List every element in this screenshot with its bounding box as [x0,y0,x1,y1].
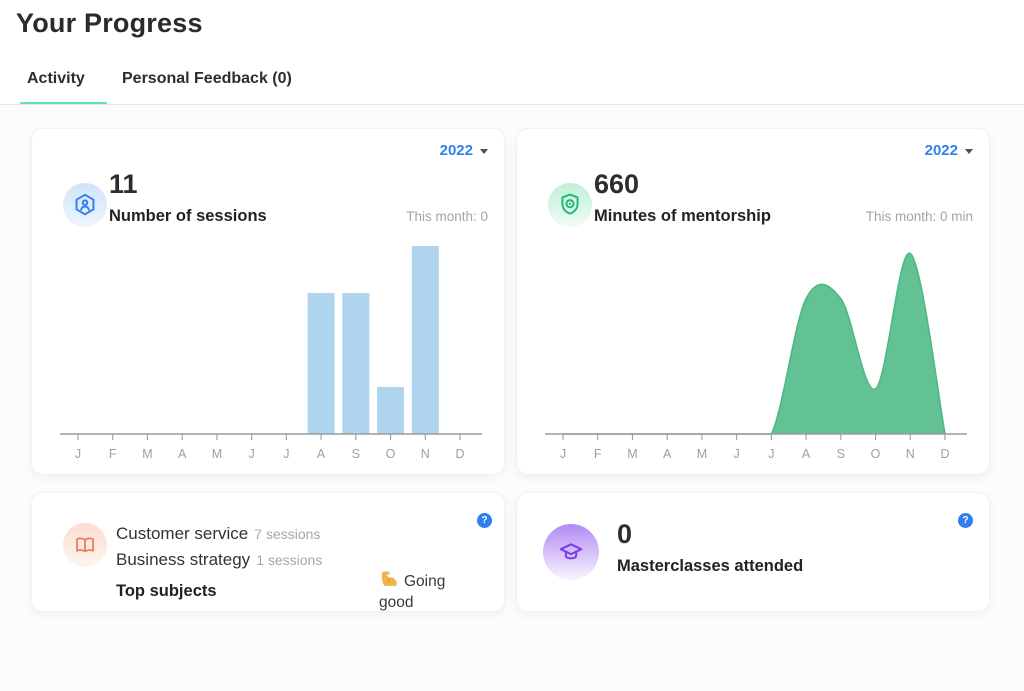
svg-text:J: J [560,447,566,461]
svg-text:M: M [627,447,637,461]
svg-text:O: O [386,447,396,461]
sessions-value: 11 [109,169,138,199]
tab-personal-feedback[interactable]: Personal Feedback (0) [122,70,292,87]
masterclasses-label: Masterclasses attended [617,557,804,575]
encouragement-note: Going good [379,569,474,613]
sessions-card: 2022 11 Number of sessions This month: 0… [31,128,505,475]
svg-text:A: A [663,447,672,461]
tab-bar: Activity Personal Feedback (0) [0,70,1024,105]
tab-activity[interactable]: Activity [27,70,85,87]
svg-text:A: A [317,447,326,461]
sessions-this-month: This month: 0 [406,209,488,224]
svg-text:M: M [212,447,222,461]
masterclasses-stat: 0 Masterclasses attended [617,521,803,576]
minutes-value: 660 [594,169,640,199]
subject-count: 1 sessions [256,552,323,568]
list-item: Customer service 7 sessions [116,521,322,547]
top-subjects-card: ? Customer service 7 sessions Business st… [31,492,505,612]
help-icon[interactable]: ? [477,513,492,528]
year-value: 2022 [924,142,958,159]
subject-name: Business strategy [116,550,251,569]
sessions-label: Number of sessions [109,207,267,225]
activity-panel: 2022 11 Number of sessions This month: 0… [0,105,1024,691]
year-value: 2022 [439,142,473,159]
active-tab-underline [20,102,107,105]
svg-text:J: J [249,447,255,461]
svg-text:N: N [421,447,430,461]
svg-text:J: J [283,447,289,461]
svg-text:D: D [940,447,949,461]
minutes-label: Minutes of mentorship [594,207,771,225]
svg-text:J: J [734,447,740,461]
svg-text:S: S [352,447,360,461]
graduation-cap-icon [543,524,599,580]
year-dropdown-sessions[interactable]: 2022 [440,142,488,159]
svg-text:M: M [142,447,152,461]
minutes-card: 2022 660 Minutes of mentorship This mont… [516,128,990,475]
svg-text:D: D [455,447,464,461]
year-dropdown-minutes[interactable]: 2022 [925,142,973,159]
svg-text:S: S [837,447,845,461]
masterclasses-card: ? 0 Masterclasses attended [516,492,990,612]
page-title: Your Progress [16,8,203,38]
tab-divider [0,104,1024,105]
svg-text:J: J [75,447,81,461]
sessions-stat: 11 Number of sessions [109,171,267,226]
masterclasses-value: 0 [617,519,633,549]
chevron-down-icon [480,149,488,154]
svg-text:F: F [594,447,602,461]
subject-name: Customer service [116,524,249,543]
minutes-stat: 660 Minutes of mentorship [594,171,771,226]
help-icon[interactable]: ? [958,513,973,528]
svg-text:N: N [906,447,915,461]
list-item: Business strategy 1 sessions [116,547,322,573]
top-subjects-list: Customer service 7 sessions Business stra… [116,521,322,601]
chevron-down-icon [965,149,973,154]
svg-text:J: J [768,447,774,461]
mentorship-shield-icon [548,183,592,227]
svg-text:A: A [802,447,811,461]
flexed-biceps-emoji [381,571,397,586]
book-icon [63,523,107,567]
sessions-icon [63,183,107,227]
note-text: Going good [379,573,446,611]
top-subjects-title: Top subjects [116,582,217,600]
subject-count: 7 sessions [254,526,321,542]
svg-text:F: F [109,447,117,461]
svg-text:A: A [178,447,187,461]
minutes-this-month: This month: 0 min [865,209,973,224]
svg-text:M: M [697,447,707,461]
svg-text:O: O [871,447,881,461]
